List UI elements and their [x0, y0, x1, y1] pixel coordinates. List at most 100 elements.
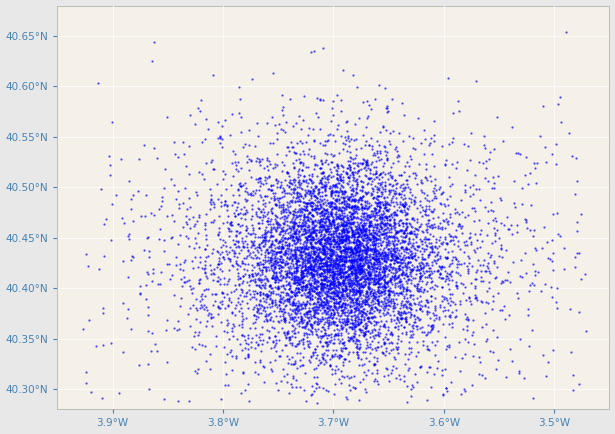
Point — [367, 275, 376, 282]
Point — [347, 231, 357, 238]
Point — [303, 293, 312, 300]
Point — [233, 200, 243, 207]
Point — [468, 190, 478, 197]
Point — [266, 253, 276, 260]
Point — [314, 252, 324, 259]
Point — [181, 278, 191, 285]
Point — [334, 236, 344, 243]
Point — [236, 182, 246, 189]
Point — [317, 244, 327, 251]
Point — [191, 316, 201, 322]
Point — [306, 245, 315, 252]
Point — [293, 278, 303, 285]
Point — [149, 38, 159, 45]
Point — [404, 254, 414, 261]
Point — [296, 317, 306, 324]
Point — [358, 322, 368, 329]
Point — [333, 365, 343, 372]
Point — [367, 292, 376, 299]
Point — [399, 245, 408, 252]
Point — [178, 138, 188, 145]
Point — [365, 214, 375, 220]
Point — [355, 264, 365, 271]
Point — [319, 320, 329, 327]
Point — [357, 256, 367, 263]
Point — [370, 314, 380, 321]
Point — [450, 254, 459, 261]
Point — [343, 195, 352, 202]
Point — [405, 263, 415, 270]
Point — [237, 286, 247, 293]
Point — [299, 151, 309, 158]
Point — [300, 254, 310, 261]
Point — [408, 236, 418, 243]
Point — [371, 272, 381, 279]
Point — [445, 238, 455, 245]
Point — [245, 290, 255, 297]
Point — [308, 170, 317, 177]
Point — [352, 312, 362, 319]
Point — [402, 273, 412, 279]
Point — [383, 287, 393, 294]
Point — [328, 256, 338, 263]
Point — [343, 174, 352, 181]
Point — [328, 262, 338, 269]
Point — [339, 253, 349, 260]
Point — [322, 243, 332, 250]
Point — [353, 322, 363, 329]
Point — [415, 301, 425, 308]
Point — [315, 192, 325, 199]
Point — [302, 334, 312, 341]
Point — [363, 309, 373, 316]
Point — [288, 276, 298, 283]
Point — [335, 340, 344, 347]
Point — [284, 247, 293, 254]
Point — [311, 284, 320, 291]
Point — [456, 224, 466, 231]
Point — [403, 345, 413, 352]
Point — [311, 161, 320, 168]
Point — [303, 252, 313, 259]
Point — [322, 175, 332, 182]
Point — [351, 257, 361, 264]
Point — [312, 201, 322, 208]
Point — [333, 299, 343, 306]
Point — [270, 302, 280, 309]
Point — [329, 183, 339, 190]
Point — [325, 185, 335, 192]
Point — [344, 324, 354, 331]
Point — [288, 373, 298, 380]
Point — [507, 123, 517, 130]
Point — [302, 217, 312, 224]
Point — [329, 295, 339, 302]
Point — [231, 213, 240, 220]
Point — [272, 259, 282, 266]
Point — [281, 247, 291, 254]
Point — [354, 237, 363, 243]
Point — [373, 380, 383, 387]
Point — [342, 229, 352, 236]
Point — [351, 120, 360, 127]
Point — [437, 190, 447, 197]
Point — [381, 280, 391, 287]
Point — [312, 351, 322, 358]
Point — [303, 151, 312, 158]
Point — [482, 288, 491, 295]
Point — [352, 241, 362, 248]
Point — [429, 312, 439, 319]
Point — [301, 178, 311, 185]
Point — [253, 259, 263, 266]
Point — [341, 258, 351, 265]
Point — [435, 255, 445, 262]
Point — [354, 163, 363, 170]
Point — [373, 278, 383, 285]
Point — [293, 297, 303, 304]
Point — [329, 335, 339, 342]
Point — [363, 291, 373, 298]
Point — [286, 227, 296, 234]
Point — [311, 385, 321, 392]
Point — [304, 256, 314, 263]
Point — [346, 279, 356, 286]
Point — [320, 250, 330, 257]
Point — [373, 329, 383, 336]
